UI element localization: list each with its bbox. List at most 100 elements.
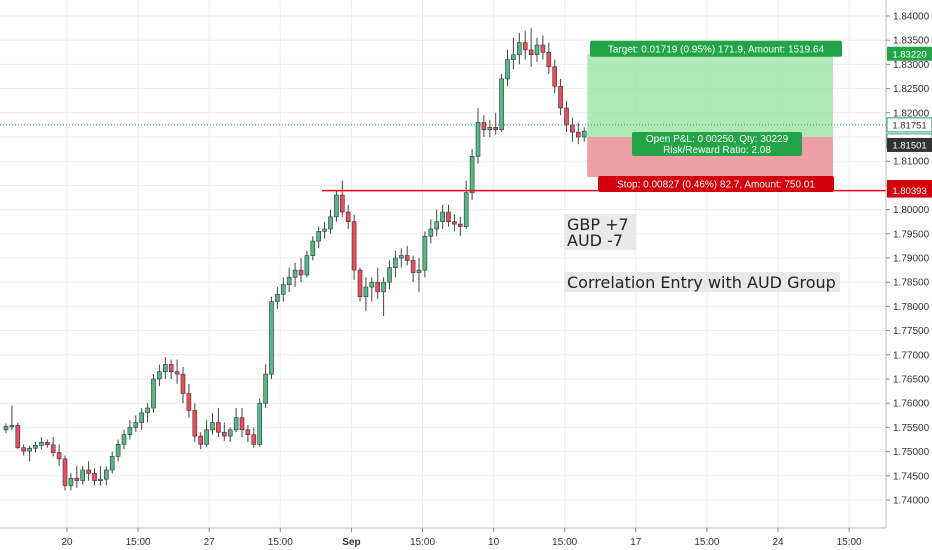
candle-up bbox=[416, 258, 422, 292]
candle-down bbox=[345, 204, 351, 229]
candle-down bbox=[457, 216, 463, 237]
candle-body bbox=[398, 255, 404, 259]
candle-up bbox=[310, 236, 316, 261]
candle-body bbox=[328, 216, 333, 230]
candle-body bbox=[570, 124, 575, 133]
candle-down bbox=[86, 461, 91, 481]
candle-up bbox=[286, 267, 292, 292]
candle-body bbox=[546, 51, 552, 68]
y-tick-label: 1.83500 bbox=[893, 36, 930, 47]
stop-label-box bbox=[598, 175, 834, 192]
candle-body bbox=[375, 281, 381, 293]
candle-body bbox=[469, 156, 475, 193]
candle-up bbox=[121, 429, 127, 450]
candle-body bbox=[21, 447, 27, 452]
candle-up bbox=[428, 219, 434, 244]
candle-up bbox=[104, 466, 109, 486]
candle-down bbox=[186, 383, 192, 418]
candle-body bbox=[463, 192, 469, 227]
candle-down bbox=[570, 117, 575, 142]
candle-up bbox=[469, 149, 475, 200]
price-tag-label: 1.80393 bbox=[892, 186, 926, 197]
y-tick-label: 1.83000 bbox=[893, 60, 930, 71]
candles bbox=[3, 28, 587, 491]
candle-body bbox=[109, 456, 115, 471]
time-axis[interactable]: 20 15:00 27 15:00 Sep 15:00 10 15:00 17 15:00 24 15… bbox=[0, 527, 886, 548]
candle-body bbox=[487, 127, 493, 131]
candle-up bbox=[422, 231, 428, 278]
candle-body bbox=[151, 378, 156, 409]
pair-annotation-gbp: GBP +7 bbox=[567, 215, 629, 234]
candle-body bbox=[163, 364, 168, 373]
candle-up bbox=[434, 209, 440, 237]
candle-up bbox=[475, 107, 481, 164]
candle-body bbox=[446, 211, 451, 223]
candle-up bbox=[499, 74, 504, 133]
open-pnl-label-box bbox=[632, 131, 802, 156]
candle-body bbox=[227, 429, 233, 437]
candle-down bbox=[180, 366, 186, 404]
candle-body bbox=[516, 42, 522, 56]
y-tick-label: 1.78000 bbox=[893, 302, 930, 313]
candle-body bbox=[540, 44, 546, 53]
x-tick-label: 24 bbox=[772, 537, 784, 548]
candle-up bbox=[505, 49, 510, 87]
x-tick-label: 10 bbox=[488, 537, 500, 548]
candle-down bbox=[62, 455, 68, 491]
y-tick-label: 1.79000 bbox=[893, 254, 930, 265]
candle-down bbox=[222, 422, 227, 441]
candle-down bbox=[558, 78, 563, 116]
price-tag: 1.83220 bbox=[887, 46, 932, 61]
candle-up bbox=[145, 403, 150, 423]
candle-up bbox=[27, 445, 32, 462]
target-label: Target: 0.01719 (0.95%) 171.9, Amount: 1… bbox=[608, 44, 825, 55]
candle-down bbox=[546, 42, 552, 75]
y-tick-label: 1.75500 bbox=[893, 423, 930, 434]
x-tick-label: 27 bbox=[204, 537, 216, 548]
candle-up bbox=[292, 262, 298, 288]
price-tag-box bbox=[887, 46, 932, 61]
candle-body bbox=[50, 444, 56, 453]
price-tag-label: 1.81751 bbox=[892, 120, 926, 131]
candle-down bbox=[452, 214, 457, 232]
candle-body bbox=[174, 371, 180, 375]
candle-body bbox=[475, 122, 481, 157]
y-tick-label: 1.77000 bbox=[893, 350, 930, 361]
candle-up bbox=[151, 374, 156, 413]
price-tag: 1.81501 bbox=[887, 137, 932, 152]
candle-body bbox=[369, 281, 375, 288]
candle-up bbox=[581, 127, 587, 142]
candle-body bbox=[127, 427, 133, 435]
candle-down bbox=[552, 59, 558, 94]
price-axis[interactable]: 1.84000 1.83500 1.83000 1.82500 1.82000 1.815… bbox=[885, 0, 932, 550]
target-label-box bbox=[590, 40, 842, 57]
candle-up bbox=[210, 412, 215, 435]
candle-body bbox=[180, 373, 186, 394]
candle-body bbox=[558, 85, 563, 109]
candle-body bbox=[56, 452, 62, 460]
stop-label: Stop: 0.00827 (0.46%) 82.7, Amount: 750.… bbox=[617, 179, 815, 190]
y-tick-label: 1.82000 bbox=[893, 108, 930, 119]
candle-down bbox=[339, 180, 345, 217]
candle-down bbox=[15, 422, 21, 450]
candle-body bbox=[339, 194, 345, 213]
candle-body bbox=[345, 211, 351, 223]
position-tool[interactable] bbox=[587, 53, 833, 177]
candle-up bbox=[227, 427, 233, 442]
profit-zone[interactable] bbox=[587, 53, 833, 137]
candle-up bbox=[387, 260, 392, 290]
candle-up bbox=[516, 32, 522, 65]
price-tag-box bbox=[886, 117, 932, 133]
candle-up bbox=[139, 408, 144, 430]
y-tick-label: 1.74000 bbox=[893, 496, 930, 507]
candle-up bbox=[393, 250, 398, 278]
candle-down bbox=[216, 408, 221, 438]
price-tag-label: 1.83220 bbox=[892, 49, 926, 60]
pair-annotation-aud: AUD -7 bbox=[567, 231, 623, 250]
candle-body bbox=[92, 473, 97, 481]
candle-body bbox=[74, 477, 80, 481]
x-tick-label: 15:00 bbox=[694, 537, 719, 548]
candle-down bbox=[528, 28, 534, 67]
candle-body bbox=[357, 269, 363, 298]
